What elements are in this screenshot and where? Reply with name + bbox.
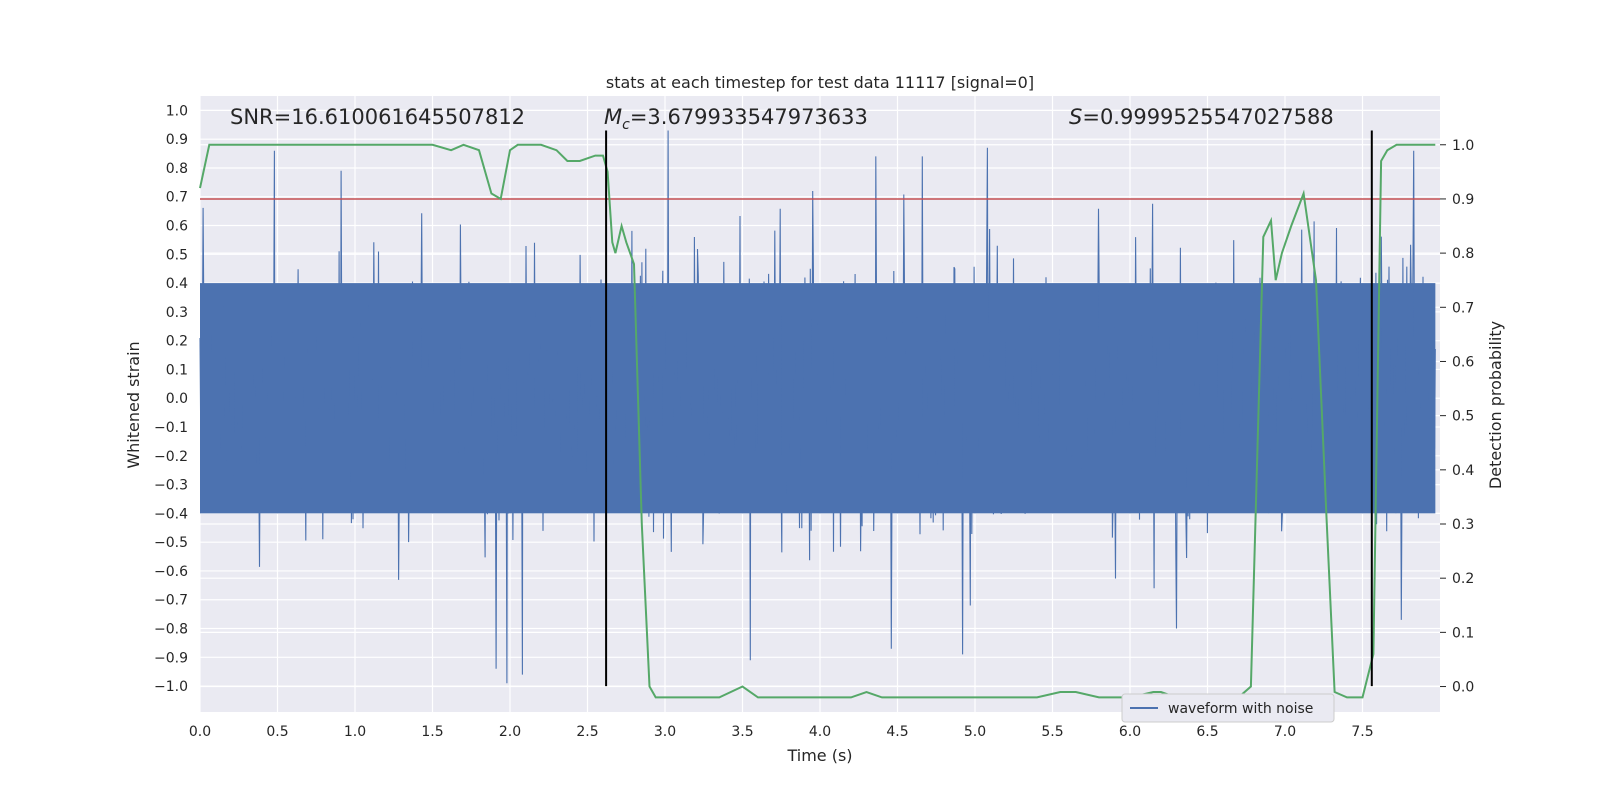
detection-probability-series [199, 143, 1436, 699]
x-tick-label: 0.0 [189, 724, 211, 740]
y-tick-label: −0.3 [154, 478, 188, 494]
y-tick-label: −1.0 [154, 679, 188, 695]
y-tick-label: 0.1 [166, 362, 188, 378]
right-tick-label: 0.6 [1452, 354, 1474, 370]
right-tick-label: 0.7 [1452, 300, 1474, 316]
y-tick-label: 0.9 [166, 132, 188, 148]
s-annotation: S=0.9999525547027588 [1069, 105, 1334, 129]
x-tick-label: 6.5 [1196, 724, 1218, 740]
x-tick-label: 3.5 [731, 724, 753, 740]
mc-annotation: Mc=3.679933547973633 [604, 105, 868, 133]
y-tick-label: 0.3 [166, 305, 188, 321]
y-tick-label: 0.7 [166, 190, 188, 206]
y-tick-label: −0.9 [154, 650, 188, 666]
x-tick-label: 7.5 [1351, 724, 1373, 740]
legend: waveform with noise [1121, 693, 1335, 723]
right-tick-label: 0.4 [1452, 463, 1474, 479]
y-tick-label: −0.4 [154, 506, 188, 522]
x-tick-label: 2.0 [499, 724, 521, 740]
y-tick-label: −0.8 [154, 622, 188, 638]
right-tick-label: 0.3 [1452, 517, 1474, 533]
y-tick-label: −0.7 [154, 593, 188, 609]
y-tick-label: 0.2 [166, 334, 188, 350]
x-tick-label: 6.0 [1119, 724, 1141, 740]
right-tick-label: 0.1 [1452, 625, 1474, 641]
x-tick-label: 4.0 [809, 724, 831, 740]
y-tick-label: 0.6 [166, 219, 188, 235]
y-tick-label: 0.8 [166, 161, 188, 177]
x-tick-label: 7.0 [1274, 724, 1296, 740]
y-tick-label: 0.0 [166, 391, 188, 407]
y-tick-label: −0.2 [154, 449, 188, 465]
y-tick-label: 1.0 [166, 103, 188, 119]
legend-label: waveform with noise [1168, 701, 1313, 717]
y-axis-label: Whitened strain [124, 341, 143, 468]
y-tick-label: 0.4 [166, 276, 188, 292]
right-axis-ticks: 1.0 0.9 0.8 0.7 0.6 0.5 0.4 0.3 0.2 0.1 0.0 [1440, 138, 1474, 696]
waveform-line [199, 130, 1436, 684]
x-tick-label: 5.5 [1041, 724, 1063, 740]
right-tick-label: 0.5 [1452, 409, 1474, 425]
x-tick-label: 1.0 [344, 724, 366, 740]
waveform-series [199, 130, 1436, 684]
x-axis-ticks: 0.0 0.5 1.0 1.5 2.0 2.5 3.0 3.5 4.0 4.5 5.0 5.5 6.0 6… [189, 724, 1374, 740]
y-tick-label: −0.6 [154, 564, 188, 580]
x-tick-label: 2.5 [576, 724, 598, 740]
x-tick-label: 5.0 [964, 724, 986, 740]
x-tick-label: 3.0 [654, 724, 676, 740]
x-axis-label: Time (s) [786, 746, 852, 765]
chart-title: stats at each timestep for test data 111… [606, 73, 1034, 92]
right-axis-label: Detection probability [1486, 321, 1505, 489]
y-tick-label: 0.5 [166, 247, 188, 263]
x-tick-label: 4.5 [886, 724, 908, 740]
right-tick-label: 1.0 [1452, 138, 1474, 154]
snr-annotation: SNR=16.610061645507812 [230, 105, 525, 129]
legend-box [1121, 693, 1335, 723]
right-tick-label: 0.2 [1452, 571, 1474, 587]
right-tick-label: 0.8 [1452, 246, 1474, 262]
y-tick-label: −0.1 [154, 420, 188, 436]
x-tick-label: 0.5 [266, 724, 288, 740]
detection-probability-line [199, 143, 1436, 699]
right-tick-label: 0.0 [1452, 680, 1474, 696]
y-tick-label: −0.5 [154, 535, 188, 551]
right-tick-label: 0.9 [1452, 192, 1474, 208]
y-axis-ticks: 1.0 0.9 0.8 0.7 0.6 0.5 0.4 0.3 0.2 0.1 0.0 −0.1 −0.… [154, 103, 188, 695]
x-tick-label: 1.5 [421, 724, 443, 740]
vertical-markers [605, 130, 1373, 687]
